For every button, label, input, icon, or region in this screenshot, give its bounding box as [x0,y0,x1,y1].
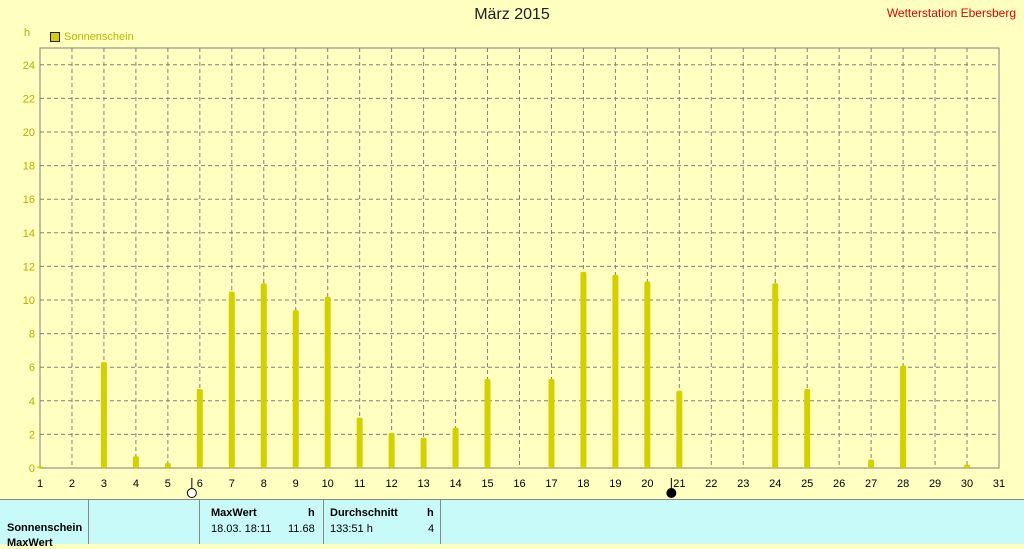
x-tick-label: 16 [513,478,525,490]
bar-day-9 [292,310,299,468]
y-tick-label: 8 [29,329,35,341]
bar-day-24 [772,283,779,468]
x-tick-label: 14 [449,478,461,490]
y-axis-unit: h [24,27,31,39]
x-tick-label: 9 [293,478,299,490]
chart-title: März 2015 [474,6,550,23]
bar-day-19 [612,274,619,468]
x-tick-label: 22 [705,478,717,490]
bar-day-20 [644,281,651,468]
x-tick-label: 27 [865,478,877,490]
x-tick-label: 2 [69,478,75,490]
bar-day-1 [37,466,43,468]
x-tick-label: 20 [641,478,653,490]
max-unit: h [308,507,315,519]
y-tick-label: 12 [23,261,35,273]
bar-day-30 [964,464,971,468]
x-tick-label: 30 [961,478,973,490]
x-tick-label: 31 [993,478,1005,490]
bar-day-8 [260,283,267,468]
x-tick-label: 10 [322,478,334,490]
x-tick-label: 26 [833,478,845,490]
bar-day-11 [356,417,363,468]
y-tick-label: 20 [23,127,35,139]
bar-day-13 [420,437,427,468]
bar-day-12 [388,432,395,468]
summary-label-cell: Sonnenschein MaxWert [0,500,89,549]
legend-swatch [50,32,60,42]
x-tick-label: 25 [801,478,813,490]
x-tick-label: 3 [101,478,107,490]
bar-day-25 [804,389,811,468]
max-value: 11.68 [288,523,315,535]
bar-day-3 [100,362,107,468]
summary-row-label: Sonnenschein [7,522,83,534]
x-tick-label: 12 [386,478,398,490]
bar-day-10 [324,296,331,468]
x-tick-label: 8 [261,478,267,490]
legend-label: Sonnenschein [64,31,134,43]
full-moon-icon [186,488,197,498]
x-tick-label: 28 [897,478,909,490]
summary-avg-cell: Durchschnitt h 133:51 h 4 [324,500,441,544]
bar-day-28 [900,365,907,468]
bar-day-4 [132,456,139,468]
bar-day-18 [580,271,587,468]
y-tick-label: 14 [23,228,35,240]
moon-phases [186,478,677,498]
y-tick-label: 16 [23,194,35,206]
summary-row-label-2: MaxWert [7,537,53,549]
bar-day-21 [676,390,683,468]
x-tick-label: 17 [545,478,557,490]
summary-panel: Sonnenschein MaxWert MaxWert h 18.03. 18… [0,499,1024,549]
avg-value: 4 [428,523,435,535]
max-header: MaxWert [211,507,257,519]
bar-day-6 [196,389,203,468]
x-tick-label: 18 [577,478,589,490]
x-axis: 1 2 3 4 5 6 7 8 9 10 11 12 13 14 15 16 17 18 19 20 21 22 23 24 2… [37,478,1005,490]
y-tick-label: 10 [23,295,35,307]
avg-header: Durchschnitt [330,507,398,519]
summary-empty-cell [89,500,200,544]
y-tick-label: 2 [29,429,35,441]
y-tick-label: 24 [23,60,35,72]
new-moon-icon [666,488,677,498]
x-tick-label: 19 [609,478,621,490]
grid [39,47,1000,469]
y-tick-label: 6 [29,362,35,374]
summary-max-cell: MaxWert h 18.03. 18:11 11.68 [200,500,324,544]
bar-day-14 [452,427,459,468]
x-tick-label: 6 [197,478,203,490]
x-tick-label: 24 [769,478,781,490]
station-name: Wetterstation Ebersberg [886,6,1016,20]
x-tick-label: 7 [229,478,235,490]
y-tick-label: 22 [23,93,35,105]
x-tick-label: 4 [133,478,139,490]
bar-day-17 [548,378,555,468]
bar-day-5 [164,462,171,468]
bar-day-27 [868,459,875,468]
y-tick-label: 4 [29,396,35,408]
avg-unit: h [427,507,434,519]
x-tick-label: 23 [737,478,749,490]
bars [37,271,971,468]
legend: Sonnenschein [50,31,134,43]
x-tick-label: 29 [929,478,941,490]
y-tick-label: 18 [23,161,35,173]
avg-total: 133:51 h [330,523,373,535]
bar-day-15 [484,378,491,468]
x-tick-label: 1 [37,478,43,490]
max-time: 18.03. 18:11 [211,523,272,535]
x-tick-label: 11 [354,478,365,490]
bar-day-7 [228,291,235,468]
x-tick-label: 21 [673,478,685,490]
x-tick-label: 5 [165,478,171,490]
x-tick-label: 15 [481,478,493,490]
y-tick-label: 0 [29,463,35,475]
x-tick-label: 13 [417,478,429,490]
